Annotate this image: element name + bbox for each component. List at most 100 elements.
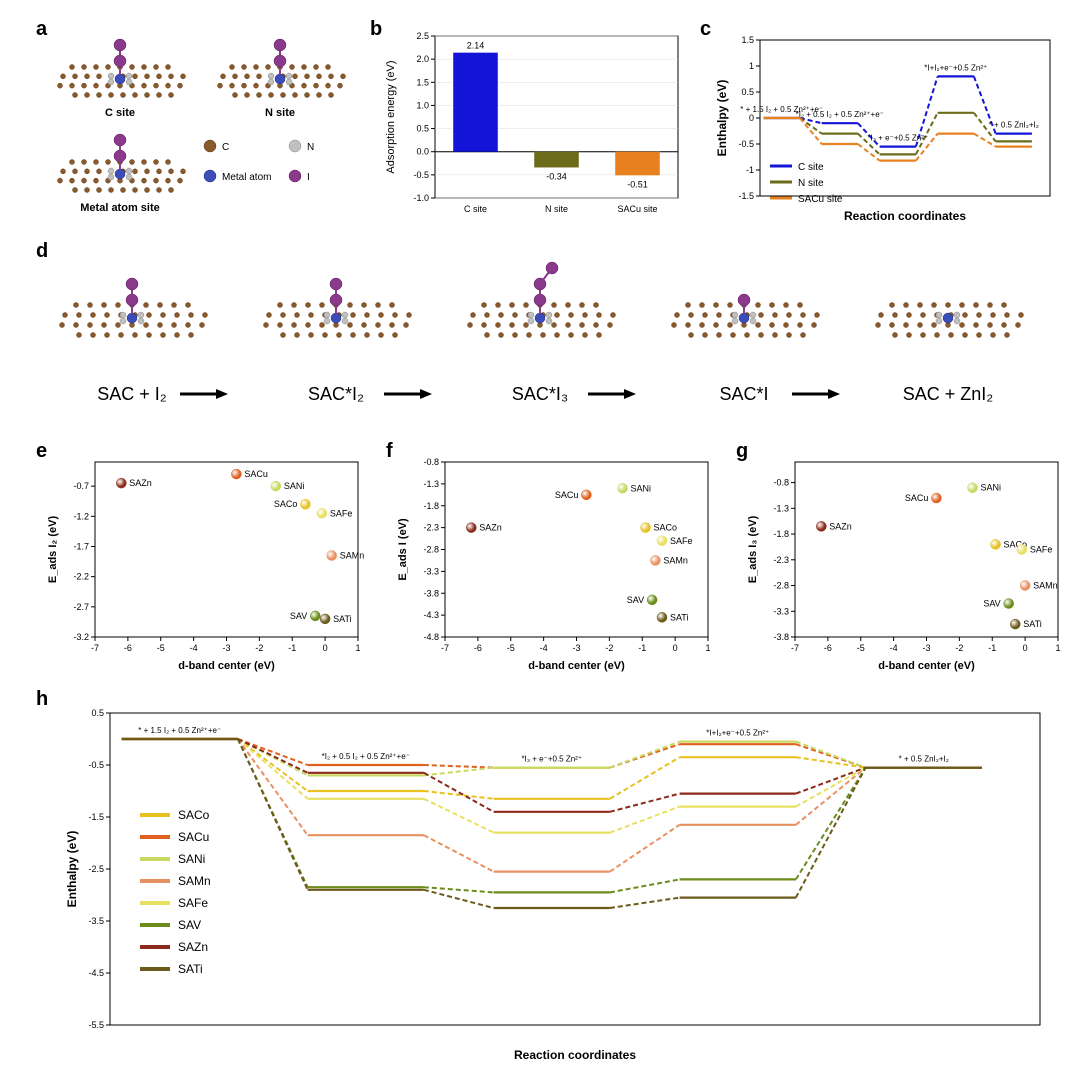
svg-text:-1: -1	[638, 643, 646, 653]
svg-text:-4: -4	[540, 643, 548, 653]
panel-c-chart: -1.5-1-0.500.511.5* + 1.5 I₂ + 0.5 Zn²⁺+…	[710, 26, 1060, 226]
svg-text:C site: C site	[798, 162, 824, 173]
svg-text:-1.8: -1.8	[423, 501, 439, 511]
svg-text:SAC*I₃: SAC*I₃	[512, 384, 568, 404]
svg-text:0.5: 0.5	[741, 87, 754, 97]
svg-text:SATi: SATi	[333, 614, 352, 624]
svg-text:SAV: SAV	[627, 595, 644, 605]
svg-text:-2.3: -2.3	[773, 555, 789, 565]
svg-text:1: 1	[355, 643, 360, 653]
svg-text:SACu site: SACu site	[798, 194, 843, 205]
svg-text:Reaction coordinates: Reaction coordinates	[844, 209, 966, 223]
svg-text:-0.8: -0.8	[773, 478, 789, 488]
svg-text:E_ads I (eV): E_ads I (eV)	[397, 518, 409, 581]
svg-text:-7: -7	[441, 643, 449, 653]
svg-text:-7: -7	[91, 643, 99, 653]
svg-text:-6: -6	[824, 643, 832, 653]
svg-text:-2: -2	[605, 643, 613, 653]
svg-text:0: 0	[323, 643, 328, 653]
svg-text:-5: -5	[157, 643, 165, 653]
svg-text:SAFe: SAFe	[1030, 545, 1053, 555]
svg-text:-4: -4	[190, 643, 198, 653]
svg-text:*I+I₂+e⁻+0.5 Zn²⁺: *I+I₂+e⁻+0.5 Zn²⁺	[924, 63, 987, 72]
svg-text:d-band center (eV): d-band center (eV)	[528, 660, 625, 672]
svg-text:-3.3: -3.3	[423, 566, 439, 576]
svg-text:SAV: SAV	[983, 599, 1000, 609]
svg-text:SAMn: SAMn	[340, 551, 365, 561]
svg-text:2.5: 2.5	[416, 31, 429, 41]
svg-text:-4.5: -4.5	[88, 968, 104, 978]
svg-text:*I₃ + e⁻+0.5 Zn²⁺: *I₃ + e⁻+0.5 Zn²⁺	[867, 134, 928, 143]
svg-text:1: 1	[705, 643, 710, 653]
svg-text:-1: -1	[746, 165, 754, 175]
svg-text:Metal atom: Metal atom	[222, 172, 271, 183]
svg-text:SAZn: SAZn	[829, 521, 852, 531]
svg-text:0.0: 0.0	[416, 147, 429, 157]
svg-text:-0.5: -0.5	[88, 760, 104, 770]
panel-f-chart: -7-6-5-4-3-2-101-4.8-4.3-3.8-3.3-2.8-2.3…	[390, 450, 720, 675]
svg-text:SAC*I₂: SAC*I₂	[308, 384, 364, 404]
svg-text:2.0: 2.0	[416, 54, 429, 64]
svg-text:-1: -1	[988, 643, 996, 653]
svg-text:d-band center (eV): d-band center (eV)	[178, 660, 275, 672]
svg-text:-6: -6	[124, 643, 132, 653]
svg-text:-3.2: -3.2	[73, 632, 89, 642]
svg-text:-5: -5	[507, 643, 515, 653]
svg-text:SAFe: SAFe	[670, 536, 693, 546]
svg-text:Metal atom site: Metal atom site	[80, 202, 159, 214]
svg-text:0.5: 0.5	[91, 708, 104, 718]
svg-text:SACu: SACu	[905, 493, 929, 503]
panel-e-chart: -7-6-5-4-3-2-101-3.2-2.7-2.2-1.7-1.2-0.7…	[40, 450, 370, 675]
panel-d-figure: SAC + I₂SAC*I₂SAC*I₃SAC*ISAC + ZnI₂	[30, 250, 1050, 430]
svg-text:-3.8: -3.8	[423, 588, 439, 598]
svg-text:C site: C site	[105, 107, 135, 119]
svg-text:-4.3: -4.3	[423, 610, 439, 620]
svg-text:-5: -5	[857, 643, 865, 653]
svg-text:1.0: 1.0	[416, 100, 429, 110]
svg-text:Enthalpy (eV): Enthalpy (eV)	[65, 831, 79, 908]
svg-text:-0.51: -0.51	[627, 179, 648, 189]
svg-text:SATi: SATi	[178, 962, 203, 976]
panel-h-chart: -5.5-4.5-3.5-2.5-1.5-0.50.5* + 1.5 I₂ + …	[40, 695, 1060, 1065]
svg-text:-1.0: -1.0	[413, 193, 429, 203]
svg-text:* + 0.5 ZnI₂+I₂: * + 0.5 ZnI₂+I₂	[899, 755, 949, 764]
svg-text:1.5: 1.5	[741, 35, 754, 45]
svg-text:-4: -4	[890, 643, 898, 653]
svg-text:-5.5: -5.5	[88, 1020, 104, 1030]
svg-text:C: C	[222, 142, 229, 153]
svg-text:-0.5: -0.5	[413, 170, 429, 180]
svg-text:SAFe: SAFe	[330, 508, 353, 518]
panel-a-figure: C siteN siteMetal atom siteCNMetal atomI	[40, 26, 370, 226]
svg-text:SACo: SACo	[654, 523, 678, 533]
svg-text:SAMn: SAMn	[663, 555, 688, 565]
svg-text:SACu site: SACu site	[617, 204, 657, 214]
svg-text:-1.2: -1.2	[73, 511, 89, 521]
svg-text:-7: -7	[791, 643, 799, 653]
svg-text:SAC + ZnI₂: SAC + ZnI₂	[903, 384, 994, 404]
svg-text:-1.8: -1.8	[773, 529, 789, 539]
svg-text:0: 0	[673, 643, 678, 653]
svg-text:SANi: SANi	[284, 481, 305, 491]
svg-text:SANi: SANi	[981, 483, 1002, 493]
svg-text:* + 1.5 I₂ + 0.5 Zn²⁺+e⁻: * + 1.5 I₂ + 0.5 Zn²⁺+e⁻	[138, 726, 221, 735]
svg-text:I: I	[307, 172, 310, 183]
svg-text:2.14: 2.14	[467, 41, 485, 51]
svg-text:N site: N site	[798, 178, 824, 189]
svg-text:0: 0	[749, 113, 754, 123]
svg-text:1: 1	[749, 61, 754, 71]
svg-text:E_ads I₂ (eV): E_ads I₂ (eV)	[47, 516, 59, 584]
svg-text:SATi: SATi	[1023, 619, 1042, 629]
svg-text:*I₂ + 0.5 I₂ + 0.5 Zn²⁺+e⁻: *I₂ + 0.5 I₂ + 0.5 Zn²⁺+e⁻	[322, 752, 410, 761]
svg-text:Enthalpy (eV): Enthalpy (eV)	[715, 80, 729, 157]
svg-text:0: 0	[1023, 643, 1028, 653]
svg-text:-2: -2	[955, 643, 963, 653]
svg-text:SAMn: SAMn	[178, 874, 211, 888]
svg-text:-3: -3	[222, 643, 230, 653]
svg-text:-4.8: -4.8	[423, 632, 439, 642]
svg-text:SACo: SACo	[274, 499, 298, 509]
svg-text:-2.3: -2.3	[423, 523, 439, 533]
svg-text:SAC*I: SAC*I	[719, 384, 768, 404]
svg-text:-2.8: -2.8	[773, 581, 789, 591]
svg-text:SACu: SACu	[555, 490, 579, 500]
svg-text:Adsorption energy (eV): Adsorption energy (eV)	[385, 60, 397, 173]
